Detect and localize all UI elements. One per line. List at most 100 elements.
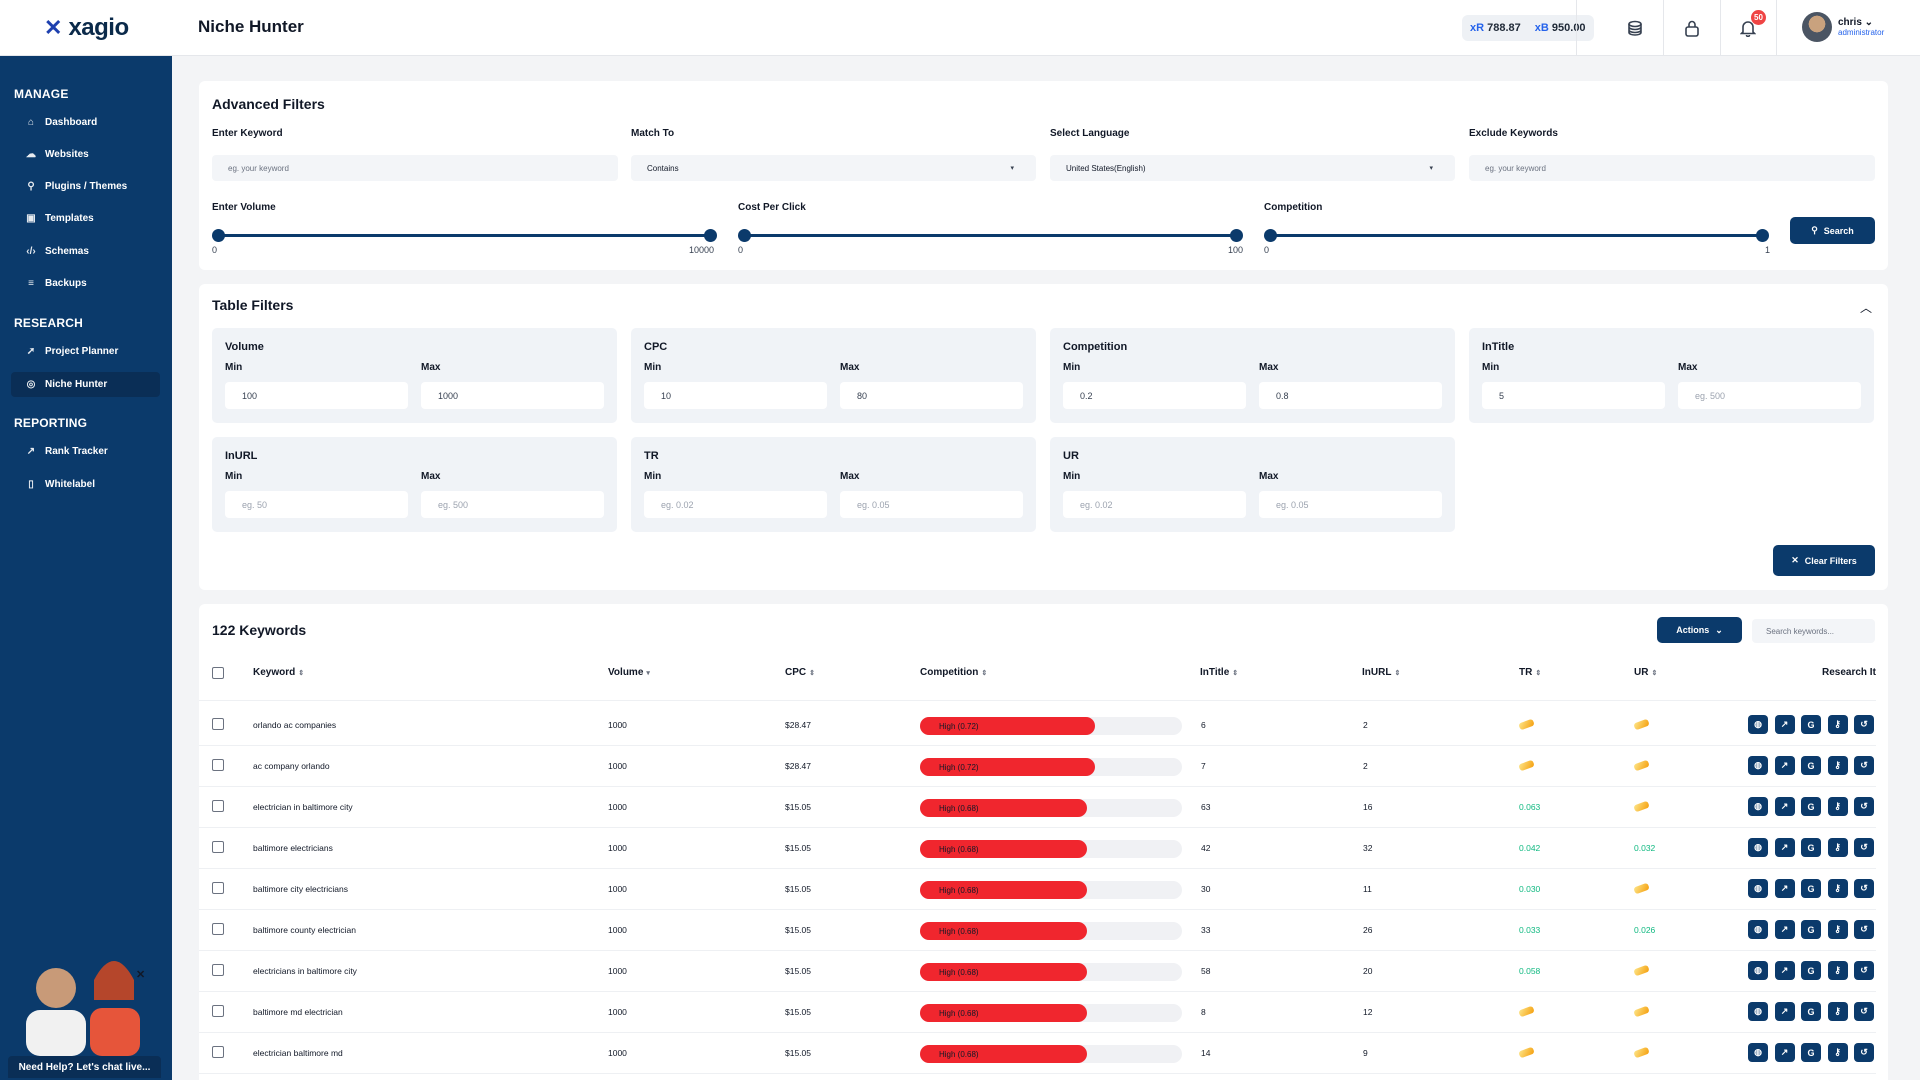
min-input[interactable]: 0.2: [1063, 382, 1246, 409]
google-icon[interactable]: G: [1801, 715, 1821, 734]
column-ur[interactable]: UR ⇕: [1634, 667, 1658, 678]
support-team-photo[interactable]: [18, 930, 148, 1056]
sidebar-item-backups[interactable]: ≡ Backups: [11, 271, 160, 296]
google-icon[interactable]: G: [1801, 756, 1821, 775]
history-icon[interactable]: ↺: [1854, 838, 1874, 857]
row-checkbox[interactable]: [212, 841, 224, 853]
coins-icon[interactable]: [1633, 1005, 1650, 1018]
actions-button[interactable]: Actions ⌄: [1657, 617, 1742, 643]
key-icon[interactable]: ⚷: [1827, 715, 1848, 734]
competition-max-handle[interactable]: [1756, 229, 1769, 242]
globe-icon[interactable]: ◍: [1748, 715, 1768, 734]
row-checkbox[interactable]: [212, 964, 224, 976]
column-competition[interactable]: Competition ⇕: [920, 667, 988, 678]
key-icon[interactable]: ⚷: [1827, 879, 1848, 898]
row-checkbox[interactable]: [212, 718, 224, 730]
coins-icon[interactable]: [1518, 759, 1535, 772]
globe-icon[interactable]: ◍: [1748, 961, 1768, 980]
max-input[interactable]: eg. 0.05: [840, 491, 1023, 518]
trend-icon[interactable]: ↗: [1774, 838, 1795, 857]
globe-icon[interactable]: ◍: [1748, 920, 1768, 939]
globe-icon[interactable]: ◍: [1748, 879, 1768, 898]
sidebar-item-niche-hunter[interactable]: ◎ Niche Hunter: [11, 372, 160, 397]
coins-icon[interactable]: [1621, 14, 1649, 42]
google-icon[interactable]: G: [1801, 961, 1821, 980]
history-icon[interactable]: ↺: [1854, 879, 1874, 898]
column-cpc[interactable]: CPC ⇕: [785, 667, 815, 678]
coins-icon[interactable]: [1518, 1005, 1535, 1018]
keyword-input[interactable]: eg. your keyword: [212, 155, 618, 181]
live-chat-bar[interactable]: Need Help? Let's chat live...: [8, 1056, 161, 1078]
trend-icon[interactable]: ↗: [1774, 879, 1795, 898]
user-menu[interactable]: chris ⌄ administrator: [1802, 12, 1884, 42]
row-checkbox[interactable]: [212, 1046, 224, 1058]
sidebar-item-rank-tracker[interactable]: ↗ Rank Tracker: [26, 446, 108, 457]
search-keywords-input[interactable]: Search keywords...: [1752, 619, 1875, 643]
sidebar-item-plugins-themes[interactable]: ⚲ Plugins / Themes: [11, 174, 160, 199]
globe-icon[interactable]: ◍: [1748, 1043, 1768, 1062]
min-input[interactable]: eg. 0.02: [1063, 491, 1246, 518]
google-icon[interactable]: G: [1801, 838, 1821, 857]
google-icon[interactable]: G: [1801, 797, 1821, 816]
credits-display[interactable]: xR 788.87 xB 950.00: [1462, 15, 1594, 41]
min-input[interactable]: 100: [225, 382, 408, 409]
history-icon[interactable]: ↺: [1854, 715, 1874, 734]
lock-icon[interactable]: [1678, 14, 1706, 42]
google-icon[interactable]: G: [1801, 879, 1821, 898]
column-volume[interactable]: Volume ▾: [608, 667, 650, 678]
trend-icon[interactable]: ↗: [1774, 797, 1795, 816]
search-button[interactable]: ⚲ Search: [1790, 217, 1875, 244]
cpc-min-handle[interactable]: [738, 229, 751, 242]
max-input[interactable]: 0.8: [1259, 382, 1442, 409]
match-to-select[interactable]: Contains ▾: [631, 155, 1036, 181]
chevron-up-icon[interactable]: ︿: [1859, 301, 1872, 315]
sidebar-item-dashboard[interactable]: ⌂ Dashboard: [11, 110, 160, 135]
globe-icon[interactable]: ◍: [1748, 797, 1768, 816]
key-icon[interactable]: ⚷: [1827, 1002, 1848, 1021]
sidebar-item-whitelabel[interactable]: ▯ Whitelabel: [11, 472, 160, 497]
row-checkbox[interactable]: [212, 923, 224, 935]
google-icon[interactable]: G: [1801, 1043, 1821, 1062]
trend-icon[interactable]: ↗: [1774, 1002, 1795, 1021]
history-icon[interactable]: ↺: [1854, 1043, 1874, 1062]
max-input[interactable]: eg. 500: [1678, 382, 1861, 409]
globe-icon[interactable]: ◍: [1748, 1002, 1768, 1021]
competition-min-handle[interactable]: [1264, 229, 1277, 242]
globe-icon[interactable]: ◍: [1748, 756, 1768, 775]
coins-icon[interactable]: [1518, 1046, 1535, 1059]
max-input[interactable]: 1000: [421, 382, 604, 409]
sidebar-item-templates[interactable]: ▣ Templates: [26, 213, 94, 224]
max-input[interactable]: eg. 0.05: [1259, 491, 1442, 518]
history-icon[interactable]: ↺: [1854, 961, 1874, 980]
trend-icon[interactable]: ↗: [1774, 920, 1795, 939]
min-input[interactable]: 10: [644, 382, 827, 409]
language-select[interactable]: United States(English) ▾: [1050, 155, 1455, 181]
key-icon[interactable]: ⚷: [1827, 920, 1848, 939]
min-input[interactable]: eg. 50: [225, 491, 408, 518]
key-icon[interactable]: ⚷: [1827, 797, 1848, 816]
coins-icon[interactable]: [1633, 759, 1650, 772]
globe-icon[interactable]: ◍: [1748, 838, 1768, 857]
column-keyword[interactable]: Keyword ⇕: [253, 667, 305, 678]
key-icon[interactable]: ⚷: [1827, 838, 1848, 857]
volume-slider[interactable]: [212, 229, 717, 242]
google-icon[interactable]: G: [1801, 1002, 1821, 1021]
column-intitle[interactable]: InTitle ⇕: [1200, 667, 1239, 678]
min-input[interactable]: 5: [1482, 382, 1665, 409]
history-icon[interactable]: ↺: [1854, 797, 1874, 816]
clear-filters-button[interactable]: ✕ Clear Filters: [1773, 545, 1875, 576]
history-icon[interactable]: ↺: [1854, 920, 1874, 939]
cpc-slider[interactable]: [738, 229, 1243, 242]
coins-icon[interactable]: [1633, 800, 1650, 813]
min-input[interactable]: eg. 0.02: [644, 491, 827, 518]
coins-icon[interactable]: [1633, 1046, 1650, 1059]
select-all-checkbox[interactable]: [212, 667, 224, 679]
bell-icon[interactable]: 50: [1734, 10, 1766, 42]
trend-icon[interactable]: ↗: [1774, 961, 1795, 980]
trend-icon[interactable]: ↗: [1774, 756, 1795, 775]
trend-icon[interactable]: ↗: [1774, 1043, 1795, 1062]
logo[interactable]: ✕ xagio: [44, 14, 129, 42]
volume-max-handle[interactable]: [704, 229, 717, 242]
column-inurl[interactable]: InURL ⇕: [1362, 667, 1401, 678]
key-icon[interactable]: ⚷: [1827, 1043, 1848, 1062]
